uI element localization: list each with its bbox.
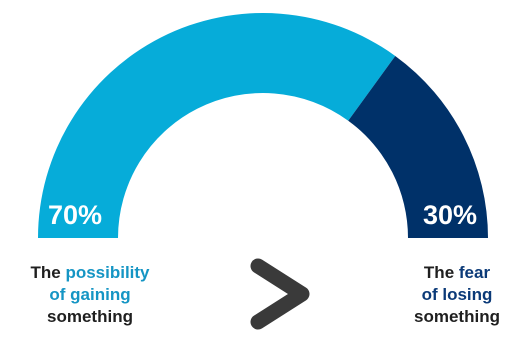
percent-label-gaining: 70% — [48, 200, 102, 230]
caption-gaining-tail: something — [47, 307, 133, 326]
caption-gaining-highlight-1: possibility — [65, 263, 150, 282]
gauge-slice-gaining — [38, 13, 396, 238]
caption-losing-lead: The — [423, 263, 455, 282]
caption-gaining: The possibility of gaining something — [0, 262, 180, 328]
gauge-slices — [38, 13, 488, 238]
percent-label-losing: 30% — [423, 200, 477, 230]
caption-losing-tail: something — [414, 307, 500, 326]
caption-gaining-lead: The — [30, 263, 61, 282]
caption-losing-highlight-1: fear — [458, 263, 491, 282]
caption-gaining-highlight-2: of gaining — [49, 285, 131, 304]
greater-than-icon — [250, 258, 310, 330]
caption-losing-highlight-2: of losing — [421, 285, 493, 304]
caption-losing: The fear of losing something — [395, 262, 519, 328]
gauge-slice-losing — [348, 55, 488, 238]
